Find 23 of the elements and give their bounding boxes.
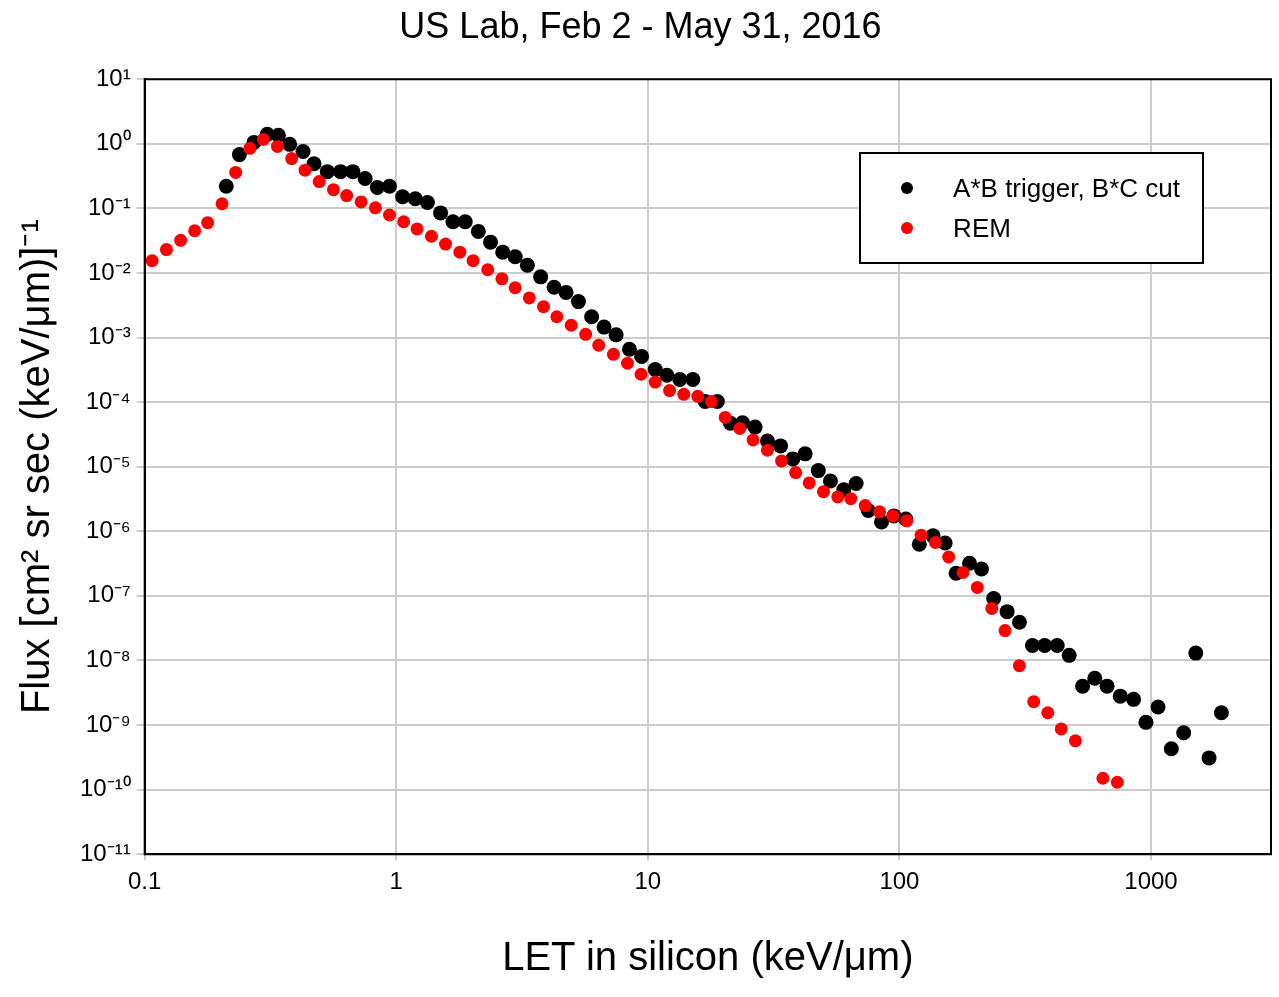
y-tick-label: 10⁻⁹ [85, 709, 131, 737]
y-tick-label: 10⁻⁷ [87, 580, 131, 608]
legend-label: A*B trigger, B*C cut [953, 172, 1180, 205]
y-tick-label: 10⁻¹⁰ [80, 774, 131, 802]
chart-title: US Lab, Feb 2 - May 31, 2016 [399, 4, 882, 46]
y-tick-label: 10⁻³ [88, 322, 131, 350]
x-tick-label: 0.1 [128, 867, 162, 895]
y-tick-label: 10⁻¹ [88, 192, 131, 220]
y-tick-label: 10⁻⁴ [85, 386, 131, 414]
y-tick-label: 10⁻⁶ [86, 515, 131, 543]
y-tick-label: 10⁰ [95, 128, 131, 156]
legend-label: REM [953, 212, 1011, 245]
x-tick-label: 1 [389, 867, 403, 895]
x-tick-label: 1000 [1124, 867, 1178, 895]
y-tick-label: 10¹ [96, 63, 131, 91]
y-axis-title: Flux [cm² sr sec (keV/μm)]⁻¹ [13, 219, 58, 715]
x-axis-title: LET in silicon (keV/μm) [502, 934, 914, 979]
x-tick-label: 100 [879, 867, 920, 895]
y-tick-label: 10⁻⁸ [85, 645, 131, 673]
y-tick-label: 10⁻⁵ [86, 451, 131, 479]
y-tick-label: 10⁻¹¹ [80, 838, 131, 866]
x-tick-label: 10 [634, 867, 662, 895]
y-tick-label: 10⁻² [88, 257, 131, 285]
